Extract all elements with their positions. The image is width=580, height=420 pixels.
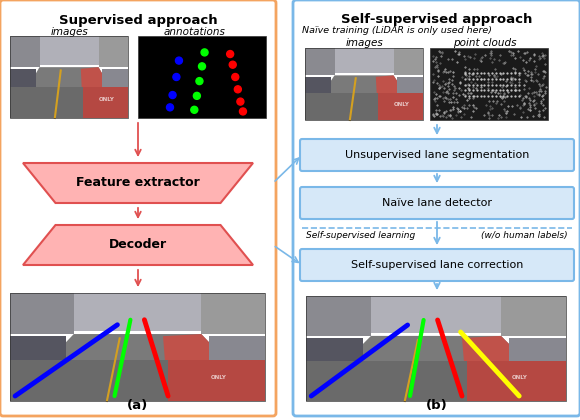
Circle shape [229,61,236,68]
FancyBboxPatch shape [0,0,276,416]
Circle shape [201,49,208,56]
FancyBboxPatch shape [300,139,574,171]
Polygon shape [81,67,128,118]
Polygon shape [462,336,566,401]
Bar [10,87,83,118]
Text: (w/o human labels): (w/o human labels) [481,231,568,240]
Text: Feature extractor: Feature extractor [76,176,200,189]
Circle shape [227,50,234,58]
Text: ONLY: ONLY [511,375,527,381]
Bar [10,293,265,331]
Text: Naïve lane detector: Naïve lane detector [382,198,492,208]
Bar [10,36,39,67]
Bar [168,360,265,401]
Bar [10,293,74,334]
Polygon shape [10,67,128,118]
Circle shape [191,106,198,113]
Circle shape [176,57,183,64]
Text: Self-supervised lane correction: Self-supervised lane correction [351,260,523,270]
Bar [378,93,423,120]
Bar [10,360,168,401]
Bar [305,93,378,120]
Polygon shape [305,75,423,120]
Bar [393,48,423,75]
Text: ONLY: ONLY [99,97,115,102]
Text: Self-supervised approach: Self-supervised approach [341,13,532,26]
Text: images: images [346,38,384,48]
Bar [306,361,467,401]
Bar [501,296,566,336]
Bar [306,296,371,336]
Text: ONLY: ONLY [211,375,227,380]
Polygon shape [376,75,423,120]
Bar [305,48,423,120]
Polygon shape [163,334,265,401]
Text: Self-supervised learning: Self-supervised learning [306,231,415,240]
Bar [10,36,128,118]
Text: Unsupervised lane segmentation: Unsupervised lane segmentation [345,150,529,160]
Polygon shape [23,163,253,203]
Bar [10,293,265,401]
Bar [306,296,566,333]
Circle shape [173,74,180,81]
Bar [83,87,128,118]
Text: images: images [51,27,89,37]
Text: ONLY: ONLY [394,102,409,107]
Bar [509,338,566,364]
Bar [306,338,363,364]
Bar [467,361,566,401]
Bar [305,77,331,95]
Circle shape [232,74,239,81]
Bar [209,336,265,363]
Circle shape [169,92,176,99]
Text: Decoder: Decoder [109,239,167,252]
Circle shape [198,63,205,70]
FancyBboxPatch shape [300,249,574,281]
Polygon shape [306,336,566,401]
Bar [305,48,335,75]
Text: Supervised approach: Supervised approach [59,14,218,27]
Circle shape [237,98,244,105]
Bar [102,69,128,89]
Bar [10,69,36,89]
Text: annotations: annotations [164,27,226,37]
Bar [430,48,548,120]
Circle shape [234,86,241,93]
Text: (a): (a) [128,399,148,412]
Bar [10,36,128,65]
FancyBboxPatch shape [293,0,580,416]
Bar [306,296,566,401]
Circle shape [196,78,203,84]
Text: (b): (b) [426,399,448,412]
Text: point clouds: point clouds [453,38,517,48]
Bar [138,36,266,118]
Text: Naïve training (LiDAR is only used here): Naïve training (LiDAR is only used here) [302,26,492,35]
Circle shape [166,104,173,111]
Polygon shape [10,334,265,401]
Bar [99,36,128,67]
Bar [397,77,423,95]
Circle shape [193,92,200,100]
Circle shape [240,108,246,115]
Bar [201,293,265,334]
Polygon shape [23,225,253,265]
Bar [10,336,66,363]
FancyBboxPatch shape [300,187,574,219]
Bar [305,48,423,73]
